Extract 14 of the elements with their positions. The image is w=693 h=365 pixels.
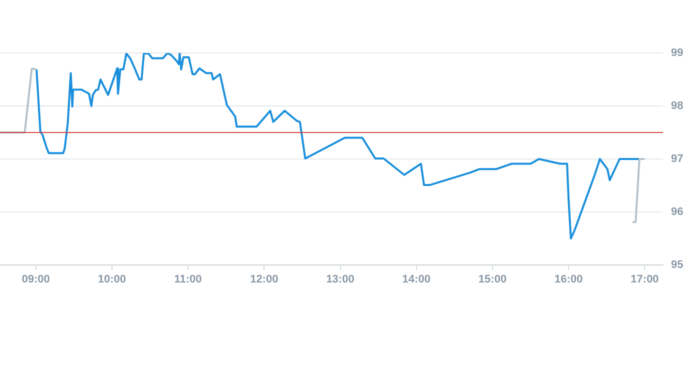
- x-tick-label: 16:00: [554, 274, 583, 286]
- x-tick-label: 09:00: [22, 274, 50, 286]
- x-tick-label: 11:00: [174, 274, 202, 286]
- x-tick-label: 13:00: [326, 274, 354, 286]
- x-tick-label: 17:00: [630, 274, 659, 286]
- x-tick-label: 12:00: [250, 274, 278, 286]
- x-tick-label: 10:00: [98, 274, 126, 286]
- y-tick-label: 99: [671, 47, 684, 60]
- y-tick-label: 96: [671, 206, 684, 218]
- x-tick-label: 14:00: [402, 274, 430, 286]
- y-tick-label: 98: [671, 100, 684, 112]
- y-tick-label: 95: [671, 259, 684, 272]
- y-tick-label: 97: [671, 153, 684, 166]
- x-tick-label: 15:00: [478, 274, 507, 286]
